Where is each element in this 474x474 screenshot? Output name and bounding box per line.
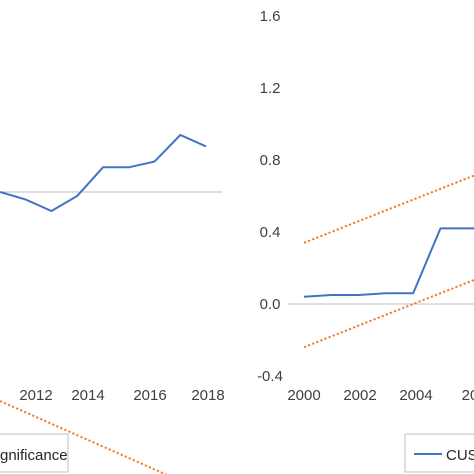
left-legend-box bbox=[0, 433, 69, 473]
significance-bound-line bbox=[303, 174, 474, 244]
right-chart-panel: 2000 2002 2004 20 1.6 1.2 0.8 0.4 0.0 -0.4 bbox=[257, 8, 474, 404]
y-tick-label: -0.4 bbox=[257, 368, 283, 385]
significance-bound-line bbox=[303, 278, 474, 349]
x-tick-label: 2018 bbox=[191, 387, 224, 404]
cusum-line bbox=[0, 133, 207, 213]
left-legend: gnificance bbox=[0, 433, 69, 473]
left-legend-label: gnificance bbox=[0, 447, 68, 464]
right-legend: CUSU bbox=[404, 433, 474, 473]
cusum-line bbox=[303, 227, 474, 298]
x-tick-label: 2012 bbox=[19, 387, 52, 404]
y-tick-label: 0.4 bbox=[260, 224, 281, 241]
y-tick-label: 0.0 bbox=[260, 296, 281, 313]
right-legend-label: CUSU bbox=[446, 447, 474, 464]
x-tick-label: 2002 bbox=[343, 387, 376, 404]
x-tick-label: 2016 bbox=[133, 387, 166, 404]
x-tick-label: 2004 bbox=[399, 387, 432, 404]
x-tick-label: 20 bbox=[462, 387, 474, 404]
x-tick-label: 2014 bbox=[71, 387, 104, 404]
x-tick-label: 2000 bbox=[287, 387, 320, 404]
y-tick-label: 1.2 bbox=[260, 80, 281, 97]
y-tick-label: 0.8 bbox=[260, 152, 281, 169]
y-tick-label: 1.6 bbox=[260, 8, 281, 25]
left-chart-panel: 2012 2014 2016 2018 bbox=[0, 133, 225, 474]
